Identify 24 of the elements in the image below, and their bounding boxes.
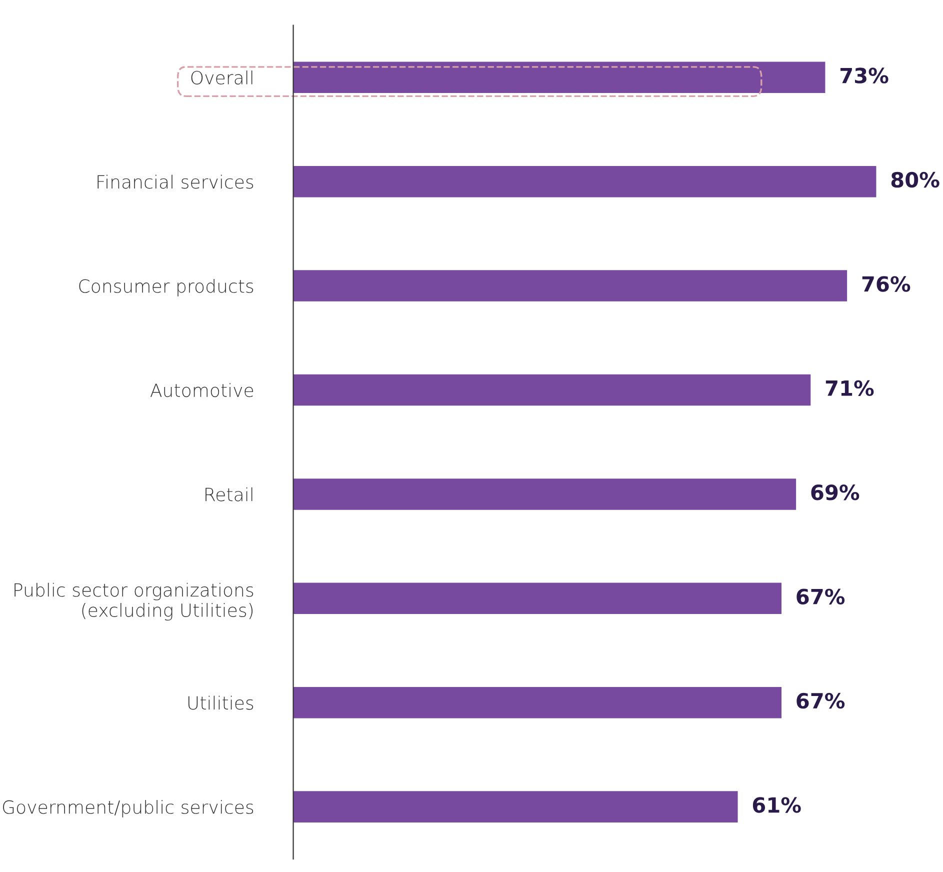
data-label: 69% — [811, 484, 860, 500]
bar — [293, 374, 811, 406]
bar — [293, 478, 796, 510]
data-label: 61% — [752, 797, 801, 813]
data-label: 71% — [826, 380, 874, 396]
data-label: 73% — [840, 68, 888, 84]
y-tick-label: Overall — [191, 70, 252, 85]
bar — [293, 62, 826, 94]
y-tick-label: Consumer products — [79, 278, 254, 296]
y-tick-label: Utilities — [188, 696, 254, 710]
bar — [293, 582, 782, 614]
data-label: 67% — [796, 692, 845, 709]
bar — [293, 270, 848, 302]
data-label: 76% — [862, 276, 910, 292]
y-tick-label: Government/public services — [3, 800, 254, 818]
data-label: 67% — [796, 588, 845, 604]
y-tick-label: Financial services — [98, 174, 254, 189]
data-label: 80% — [891, 172, 940, 188]
bar — [293, 166, 876, 198]
y-tick-label: Retail — [206, 487, 252, 502]
y-tick-label: Automotive — [150, 383, 254, 398]
bar — [293, 686, 782, 718]
y-tick-label: Public sector organizations (excluding Utilities) — [14, 582, 254, 621]
bar — [293, 791, 738, 822]
